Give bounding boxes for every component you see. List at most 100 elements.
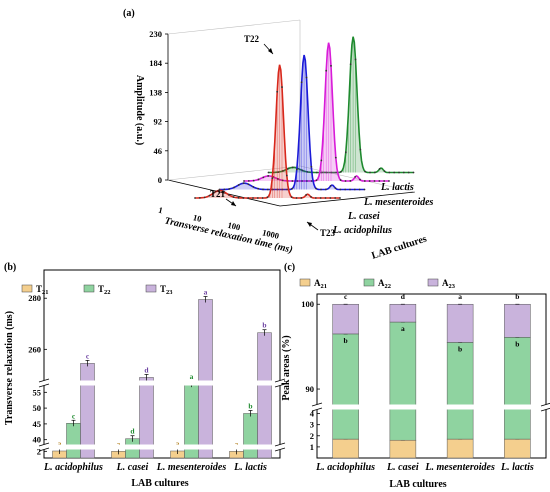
curve-point [329, 197, 332, 199]
bar [257, 332, 272, 459]
curve-point [247, 180, 250, 182]
curve-point [339, 188, 342, 191]
annotation-t22-text: T22 [244, 34, 260, 44]
curve-point [363, 180, 366, 182]
curve-point [194, 197, 196, 199]
legend-swatch [83, 284, 95, 293]
curve-point [368, 180, 371, 182]
curve-point [378, 167, 381, 170]
panel-a-curves [194, 36, 415, 199]
curve-point [281, 86, 283, 88]
curve-point [315, 187, 318, 190]
curve-point [295, 168, 298, 171]
culture-curve-fill [268, 36, 414, 173]
curve-point [388, 180, 390, 182]
panel-c-y-tick-label: 1 [310, 442, 314, 452]
curve-point [252, 186, 255, 188]
axis-break-mark [540, 402, 550, 407]
curve-point [271, 177, 274, 180]
panel-c-y-label: Peak areas (%) [281, 335, 292, 400]
significance-letter: a [176, 439, 180, 448]
panel-b-category-label: L. lactis [233, 462, 267, 473]
curve-point [291, 180, 294, 182]
panel-a-z-label: LAB cultures [370, 234, 428, 262]
curve-point [369, 171, 371, 174]
curve-point [223, 190, 225, 193]
legend-label: T22 [98, 284, 110, 296]
curve-point [198, 197, 201, 199]
curve-point [330, 64, 332, 67]
curve-point [310, 180, 313, 182]
curve-point [320, 159, 323, 162]
axis-break-gap [313, 404, 550, 410]
curve-point [286, 167, 289, 170]
legend-swatch [427, 278, 439, 287]
panel-a-y-tick-label: 92 [154, 117, 163, 127]
panel-c-y-tick-label: 90 [306, 384, 315, 394]
annotation-t23: T23 [306, 221, 336, 238]
curve-point [233, 186, 235, 189]
curve-point [291, 166, 294, 169]
panel-a-x-tick-label: 1 [157, 205, 163, 216]
curve-point [228, 188, 231, 190]
curve-point [223, 188, 226, 191]
panel-a-culture-label: L. lactis [380, 182, 414, 193]
panel-b-y-tick-label: 260 [28, 344, 41, 354]
axis-break-mark [274, 447, 286, 452]
panel-b-y-tick-label: 280 [28, 293, 41, 303]
curve-point [256, 197, 259, 199]
curve-point [383, 170, 386, 173]
stacked-segment [332, 303, 359, 335]
curve-point [277, 171, 280, 173]
panel-a-x-tick-label: 10 [192, 212, 203, 224]
curve-point [310, 196, 312, 198]
curve-point [398, 171, 400, 174]
axis-break-mark [38, 442, 50, 447]
curve-point [315, 179, 318, 182]
significance-letter: a [235, 439, 239, 448]
significance-letter: a [117, 439, 121, 448]
bar [80, 363, 95, 459]
panel-c-y-tick-label: 2 [310, 431, 314, 441]
panel-c-category-label: L. mesenteroides [424, 462, 495, 473]
panel-b-y-label: Transverse relaxation (ms) [4, 311, 15, 425]
curve-point [373, 171, 376, 174]
panel-a-label: (a) [123, 8, 135, 19]
panel-a-y-tick-label: 0 [158, 175, 162, 185]
bar [198, 299, 213, 459]
curve-point [373, 180, 376, 182]
panel-a-y-tick-label: 46 [154, 146, 163, 156]
axis-break-mark [311, 407, 323, 412]
curve-point [334, 187, 337, 190]
curve-point [349, 63, 352, 66]
legend-label: A22 [378, 278, 391, 290]
panel-a-culture-label: L. acidophilus [332, 225, 392, 236]
curve-point [242, 197, 245, 199]
curve-point [218, 189, 221, 192]
curve-point [339, 197, 341, 199]
significance-letter: a [458, 292, 462, 301]
curve-point [247, 183, 250, 186]
curve-point [232, 196, 235, 198]
curve-point [315, 171, 318, 174]
curve-point [237, 196, 240, 199]
panel-c-legend: A21 A22 A23 [299, 278, 456, 290]
axis-break-mark [38, 447, 50, 452]
panel-c-plot: 123490100abcaadabaabb [301, 292, 550, 459]
curve-point [378, 180, 381, 182]
stacked-segment [504, 337, 531, 440]
axis-break-mark [274, 383, 286, 388]
stacked-segment [504, 438, 531, 459]
curve-point [340, 170, 342, 173]
panel-c-y-tick-label: 3 [310, 420, 314, 430]
panel-c-label: (c) [284, 262, 295, 273]
axis-break-mark [38, 383, 50, 388]
panel-a-y-tick-label: 230 [149, 29, 162, 39]
curve-point [300, 197, 303, 199]
panel-b-y-tick-label: 55 [33, 387, 42, 397]
curve-point [203, 196, 206, 199]
stacked-segment [389, 303, 417, 323]
panel-a-culture-label: L. mesenteroides [363, 197, 434, 208]
